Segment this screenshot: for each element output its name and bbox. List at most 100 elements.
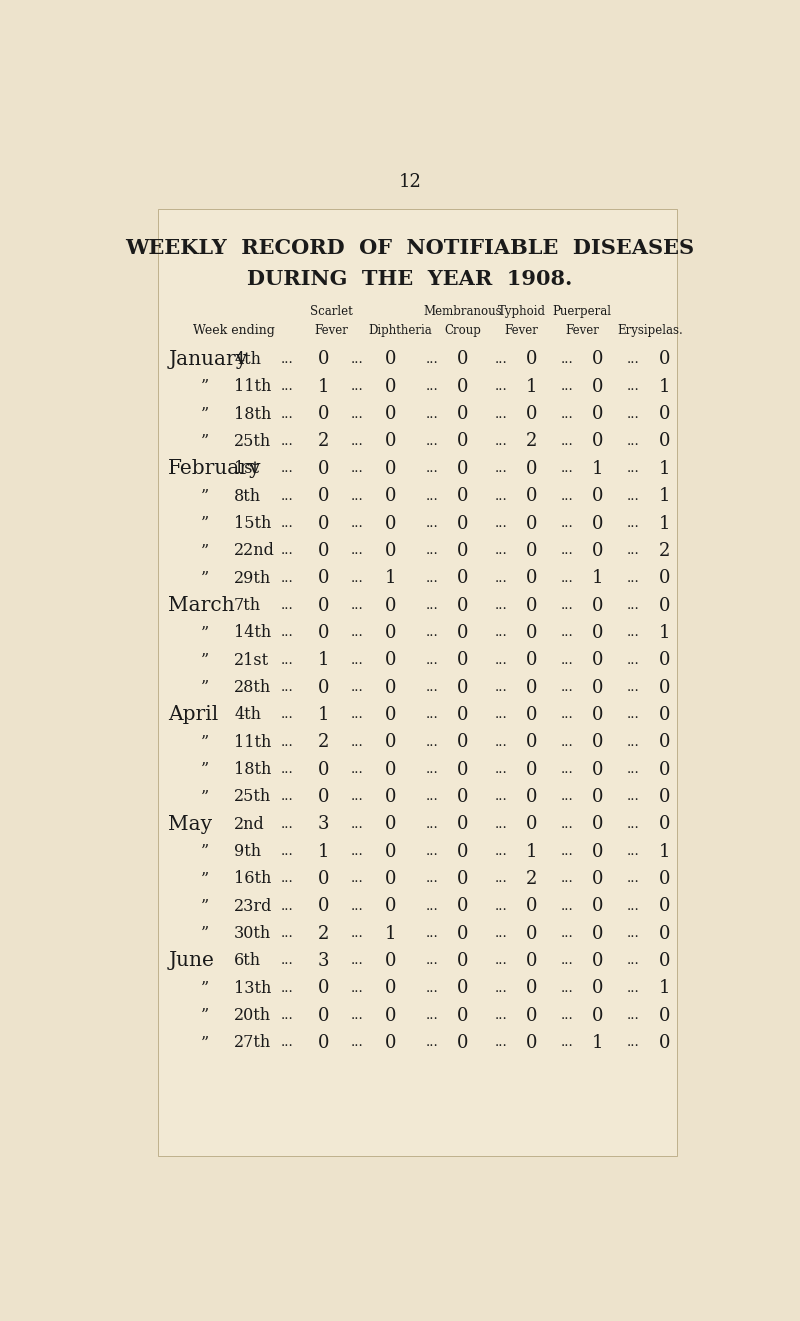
Text: 0: 0: [385, 624, 396, 642]
Text: ...: ...: [627, 598, 639, 612]
Text: 0: 0: [658, 432, 670, 450]
Text: 0: 0: [658, 787, 670, 806]
Text: 1: 1: [658, 979, 670, 997]
Text: ...: ...: [627, 736, 639, 749]
Text: ...: ...: [495, 818, 508, 831]
Text: ...: ...: [351, 408, 364, 420]
Text: 0: 0: [318, 1034, 329, 1052]
Text: ...: ...: [561, 845, 574, 859]
Text: June: June: [168, 951, 214, 971]
Text: 0: 0: [658, 350, 670, 369]
Text: ...: ...: [495, 408, 508, 420]
Text: 25th: 25th: [234, 433, 271, 450]
Text: ...: ...: [627, 490, 639, 503]
Text: ”: ”: [201, 569, 209, 587]
Text: 1st: 1st: [234, 460, 259, 477]
Text: 0: 0: [457, 733, 469, 752]
Text: ...: ...: [561, 954, 574, 967]
Text: ”: ”: [201, 843, 209, 860]
Text: ...: ...: [426, 790, 438, 803]
Text: ...: ...: [627, 435, 639, 448]
Text: ...: ...: [495, 654, 508, 667]
Text: ...: ...: [627, 927, 639, 941]
Text: 0: 0: [318, 869, 329, 888]
Text: ...: ...: [627, 982, 639, 995]
Text: ...: ...: [495, 598, 508, 612]
Text: 0: 0: [592, 514, 603, 532]
Text: ...: ...: [561, 764, 574, 775]
Text: 0: 0: [385, 869, 396, 888]
Text: ...: ...: [351, 626, 364, 639]
Text: ...: ...: [426, 954, 438, 967]
Text: 0: 0: [318, 597, 329, 614]
Text: ...: ...: [281, 517, 294, 530]
Text: ”: ”: [201, 925, 209, 942]
Text: 8th: 8th: [234, 487, 261, 505]
Text: 0: 0: [526, 897, 538, 915]
Text: 0: 0: [457, 514, 469, 532]
Text: ...: ...: [281, 572, 294, 585]
Text: ...: ...: [351, 927, 364, 941]
Text: ...: ...: [351, 790, 364, 803]
Text: ”: ”: [201, 515, 209, 532]
Text: ...: ...: [495, 626, 508, 639]
Text: 0: 0: [658, 733, 670, 752]
Text: ...: ...: [351, 654, 364, 667]
Text: ...: ...: [627, 708, 639, 721]
Text: 11th: 11th: [234, 378, 271, 395]
Text: ...: ...: [495, 572, 508, 585]
Text: ...: ...: [351, 872, 364, 885]
Text: 20th: 20th: [234, 1007, 271, 1024]
Text: Fever: Fever: [314, 324, 348, 337]
Text: ...: ...: [561, 408, 574, 420]
Text: 0: 0: [457, 1034, 469, 1052]
Text: 0: 0: [592, 952, 603, 970]
Text: 0: 0: [385, 1007, 396, 1025]
Text: ...: ...: [495, 708, 508, 721]
Text: Puerperal: Puerperal: [553, 305, 611, 318]
Text: ...: ...: [351, 982, 364, 995]
Text: 2: 2: [318, 733, 329, 752]
Text: ...: ...: [281, 598, 294, 612]
Text: 0: 0: [457, 815, 469, 834]
Text: ...: ...: [351, 708, 364, 721]
Text: ...: ...: [561, 736, 574, 749]
Text: ...: ...: [627, 872, 639, 885]
Text: 1: 1: [526, 378, 538, 396]
Text: ...: ...: [426, 598, 438, 612]
Text: 0: 0: [457, 624, 469, 642]
Text: ”: ”: [201, 679, 209, 696]
Text: 1: 1: [385, 569, 396, 587]
Text: 0: 0: [658, 651, 670, 670]
Text: ...: ...: [561, 598, 574, 612]
Text: ...: ...: [627, 462, 639, 476]
Text: 0: 0: [526, 1007, 538, 1025]
Text: ...: ...: [627, 626, 639, 639]
Text: ...: ...: [351, 900, 364, 913]
Text: ...: ...: [495, 954, 508, 967]
Text: ”: ”: [201, 406, 209, 423]
Text: ...: ...: [351, 572, 364, 585]
Text: 0: 0: [385, 679, 396, 696]
Text: 15th: 15th: [234, 515, 271, 532]
Text: 0: 0: [658, 952, 670, 970]
Text: 0: 0: [592, 1007, 603, 1025]
Text: 0: 0: [592, 624, 603, 642]
Text: 0: 0: [457, 651, 469, 670]
Text: ...: ...: [281, 353, 294, 366]
Text: 3: 3: [318, 952, 329, 970]
Text: 0: 0: [457, 569, 469, 587]
Text: ...: ...: [561, 435, 574, 448]
Text: ...: ...: [351, 682, 364, 694]
Text: ...: ...: [281, 764, 294, 775]
Text: 0: 0: [385, 787, 396, 806]
Text: ...: ...: [627, 572, 639, 585]
Text: ...: ...: [351, 435, 364, 448]
Text: ”: ”: [201, 871, 209, 888]
Text: February: February: [168, 460, 262, 478]
Text: ...: ...: [627, 818, 639, 831]
Text: 0: 0: [457, 406, 469, 423]
Text: 0: 0: [526, 979, 538, 997]
Text: 0: 0: [318, 679, 329, 696]
Text: 0: 0: [592, 733, 603, 752]
